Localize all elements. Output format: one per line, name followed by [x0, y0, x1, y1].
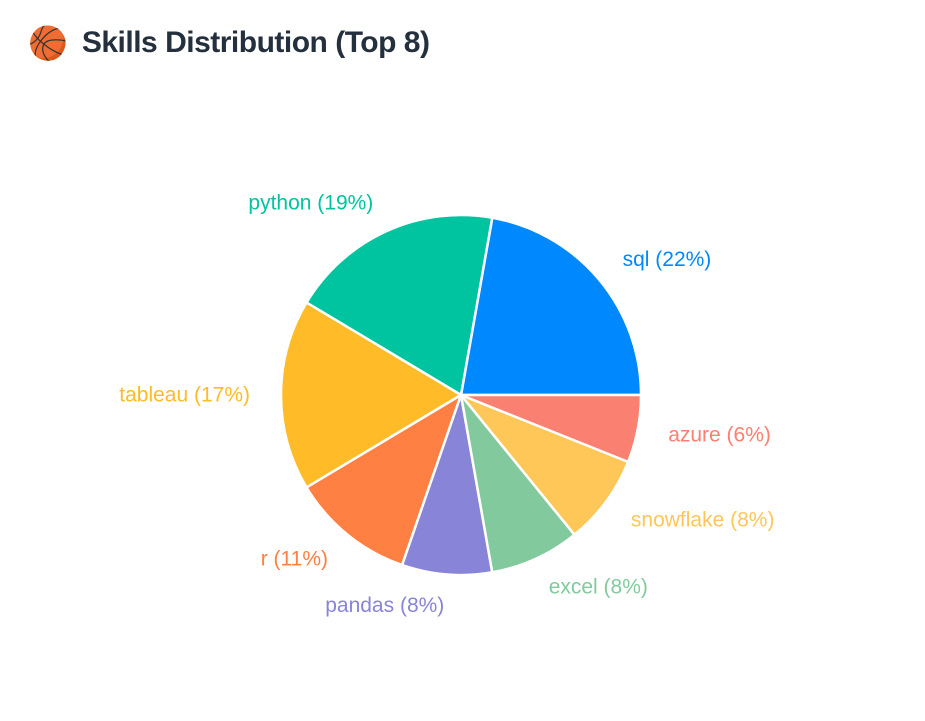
pie-slice-pandas[interactable] [400, 393, 494, 577]
pie-slice-snowflake[interactable] [459, 393, 630, 536]
pie-label-excel: excel (8%) [549, 575, 648, 598]
pie-slice-r[interactable] [305, 393, 463, 567]
pie-label-azure: azure (6%) [668, 423, 771, 446]
page-title: Skills Distribution (Top 8) [81, 26, 430, 59]
pie-label-r: r (11%) [261, 547, 328, 570]
basketball-icon: 🏀 [28, 25, 68, 61]
pie-label-tableau: tableau (17%) [119, 384, 250, 407]
pie-slice-sql[interactable] [459, 216, 643, 397]
chart-header: 🏀 Skills Distribution (Top 8) [28, 25, 430, 61]
pie-label-pandas: pandas (8%) [325, 594, 444, 617]
pie-label-python: python (19%) [248, 192, 373, 215]
pie-slice-excel[interactable] [459, 393, 576, 574]
pie-slice-tableau[interactable] [279, 301, 463, 489]
pie-slice-azure[interactable] [459, 393, 643, 464]
pie-slice-python[interactable] [305, 213, 494, 397]
pie-label-snowflake: snowflake (8%) [631, 509, 775, 532]
pie-label-sql: sql (22%) [623, 248, 712, 271]
